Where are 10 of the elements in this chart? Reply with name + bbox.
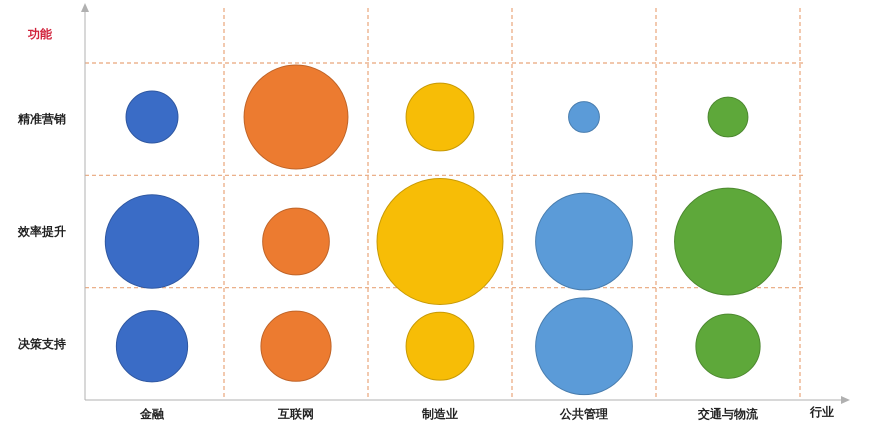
- category-label: 决策支持: [18, 336, 66, 351]
- x-tick-label: 金融: [139, 407, 165, 421]
- x-tick-label: 制造业: [421, 407, 458, 421]
- x-axis-title: 行业: [809, 405, 834, 419]
- category-label: 精准营销: [18, 112, 66, 126]
- x-tick-label: 互联网: [277, 407, 314, 421]
- x-tick-label: 交通与物流: [697, 407, 759, 421]
- x-tick-label: 公共管理: [559, 407, 608, 421]
- text: 功能: [27, 27, 53, 41]
- category-label: 效率提升: [18, 224, 66, 238]
